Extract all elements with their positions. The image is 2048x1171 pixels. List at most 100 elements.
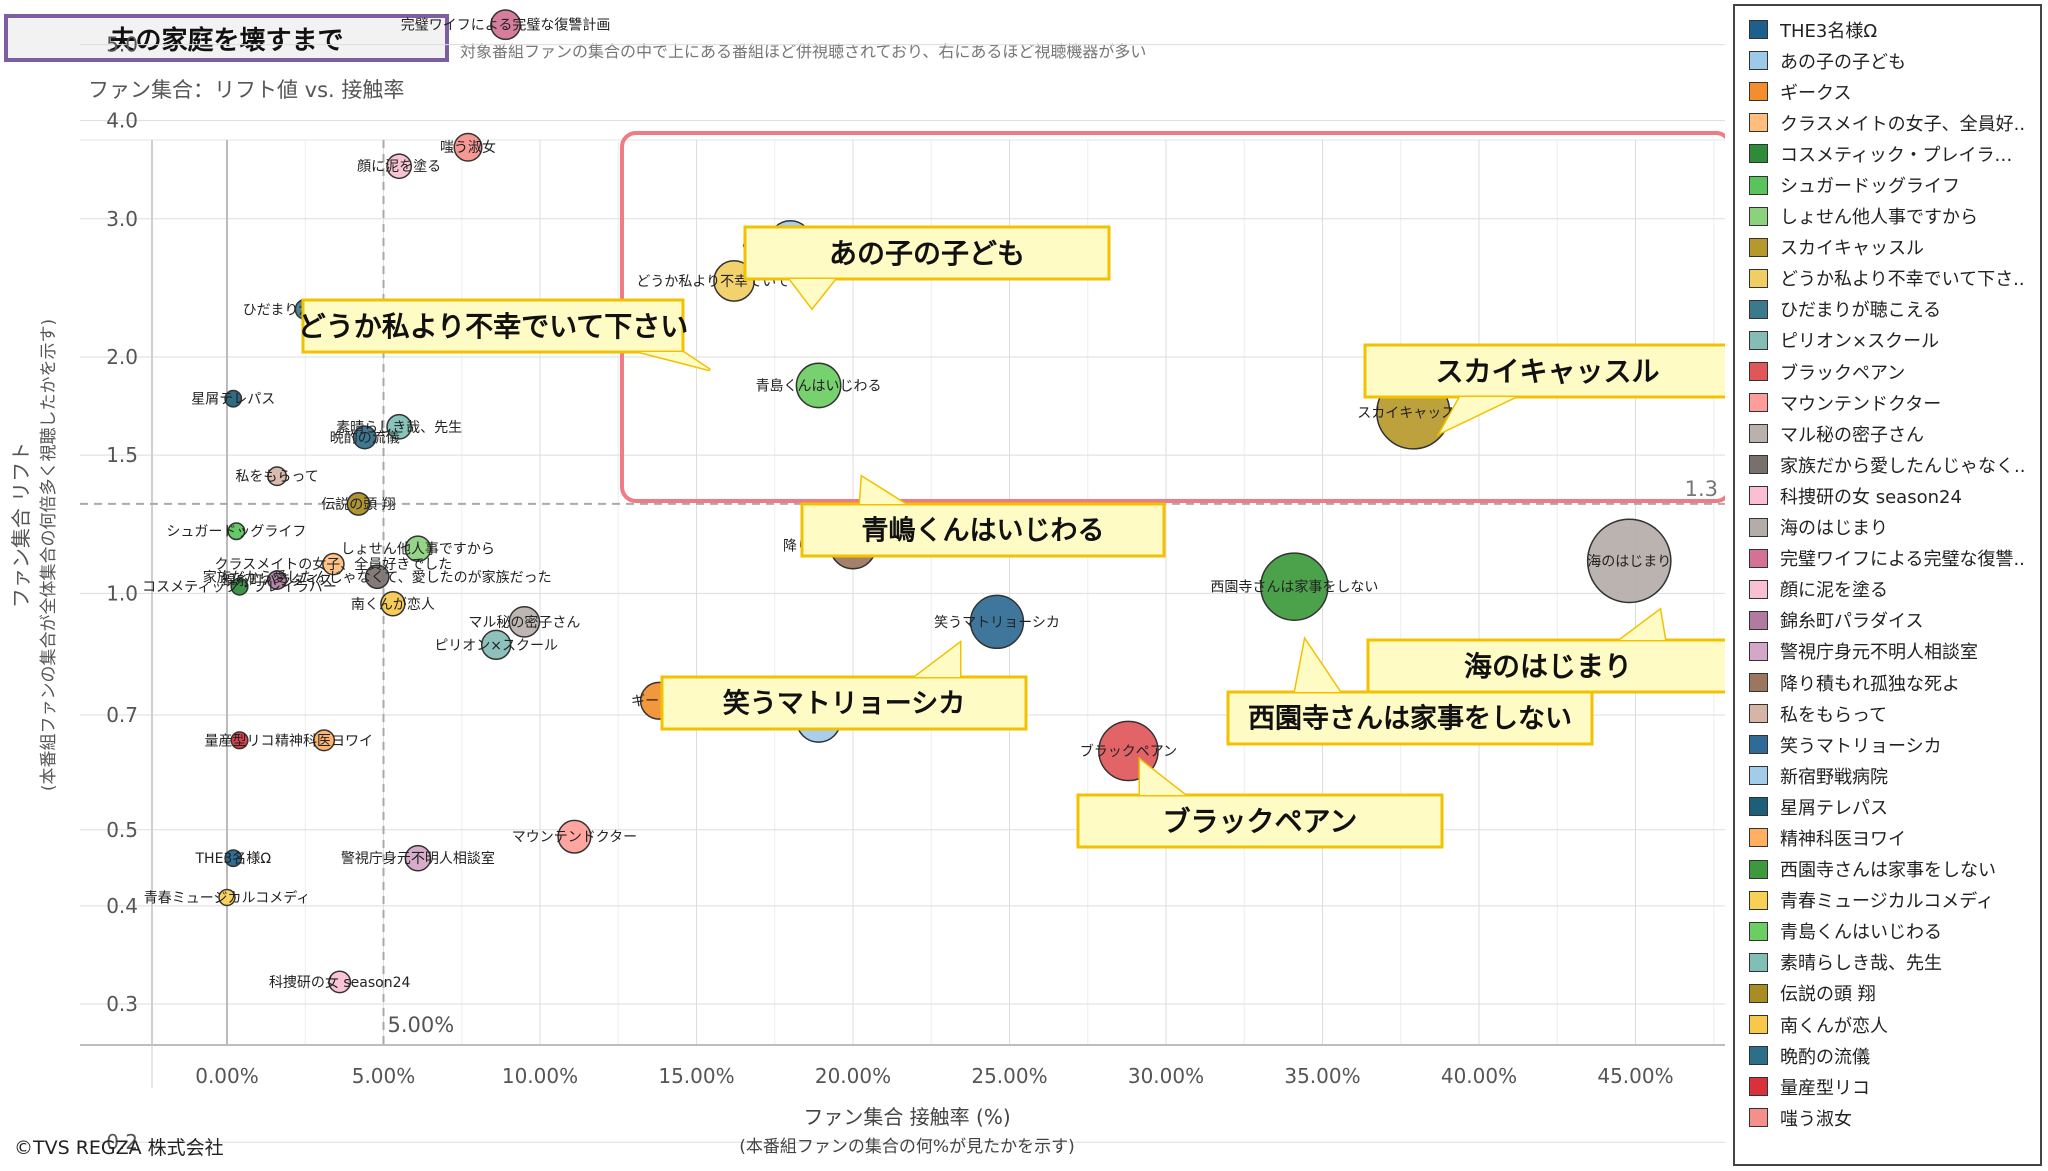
data-point xyxy=(230,731,249,750)
legend-item[interactable]: 星屑テレパス xyxy=(1735,791,2040,822)
y-tick-label: 1.0 xyxy=(106,581,138,605)
data-point-label: THE3名様Ω xyxy=(194,851,271,867)
legend-item[interactable]: クラスメイトの女子、全員好.. xyxy=(1735,107,2040,138)
legend-item[interactable]: 青春ミュージカルコメディ xyxy=(1735,885,2040,916)
x-tick-label: 5.00% xyxy=(352,1064,416,1088)
legend-item[interactable]: 新宿野戦病院 xyxy=(1735,760,2040,791)
data-point-label: 錦糸町パラダイス xyxy=(221,572,333,589)
legend-item[interactable]: シュガードッグライフ xyxy=(1735,169,2040,200)
legend-label: 顔に泥を塗る xyxy=(1780,580,1888,602)
legend-item[interactable]: しょせん他人事ですから xyxy=(1735,201,2040,232)
legend-item[interactable]: マウンテンドクター xyxy=(1735,387,2040,418)
legend-label: 精神科医ヨワイ xyxy=(1780,828,1906,850)
legend-item[interactable]: 晩酌の流儀 xyxy=(1735,1040,2040,1071)
legend-label: 嗤う淑女 xyxy=(1780,1108,1852,1130)
data-point xyxy=(380,591,406,617)
legend-label: コスメティック・プレイラバー xyxy=(1780,144,2030,166)
callout-box xyxy=(301,298,685,354)
callout-tail-fill xyxy=(1140,760,1185,795)
report-subtitle: 対象番組ファンの集合の中で上にある番組ほど併視聴されており、右にあるほど視聴機器… xyxy=(460,42,1147,61)
data-point xyxy=(230,577,249,596)
legend-item[interactable]: マル秘の密子さん xyxy=(1735,418,2040,449)
data-point xyxy=(508,605,541,638)
reference-label-x: 5.00% xyxy=(388,1013,455,1037)
scatter-chart: 0.00% 5.00% 10.00% 15.00% 20.00% 25.00% 30.00%… xyxy=(9,9,1725,1157)
legend-swatch xyxy=(1749,206,1768,226)
legend-item[interactable]: スカイキャッスル xyxy=(1735,232,2040,263)
legend-item[interactable]: あの子の子ども xyxy=(1735,45,2040,76)
legend-item[interactable]: 海のはじまり xyxy=(1735,512,2040,543)
legend-item[interactable]: ひだまりが聴こえる xyxy=(1735,294,2040,325)
legend-item[interactable]: 警視庁身元不明人相談室 xyxy=(1735,636,2040,667)
legend-item[interactable]: THE3名様Ω xyxy=(1735,14,2040,45)
callout-label: 笑うマトリョーシカ xyxy=(723,688,965,720)
data-point xyxy=(224,389,243,408)
y-tick-label: 4.0 xyxy=(106,109,138,133)
legend-swatch xyxy=(1749,330,1768,350)
callout-tail-fill xyxy=(1295,640,1340,692)
data-point xyxy=(557,819,592,854)
data-point xyxy=(218,888,236,907)
legend-item[interactable]: 嗤う淑女 xyxy=(1735,1102,2040,1133)
legend-item[interactable]: ピリオン×スクール xyxy=(1735,325,2040,356)
report-title: 夫の家庭を壊すまで xyxy=(4,14,449,62)
legend-item[interactable]: 科捜研の女 season24 xyxy=(1735,480,2040,511)
callout-label: スカイキャッスル xyxy=(1435,355,1659,388)
data-point xyxy=(490,9,521,41)
legend-swatch xyxy=(1749,704,1768,724)
legend-label: ひだまりが聴こえる xyxy=(1780,300,1942,322)
legend-swatch xyxy=(1749,51,1768,71)
y-axis-sublabel: (本番組ファンの集合が全体集合の何倍多く視聴したかを示す) xyxy=(39,319,59,791)
legend-item[interactable]: 完璧ワイフによる完璧な復讐.. xyxy=(1735,543,2040,574)
data-point xyxy=(969,594,1025,650)
data-point-label: クラスメイトの女子、全員好きでした xyxy=(215,556,453,573)
data-point xyxy=(352,425,377,450)
legend-item[interactable]: 青島くんはいじわる xyxy=(1735,916,2040,947)
legend-label: 家族だから愛したんじゃなく.. xyxy=(1780,455,2026,477)
y-axis-label: ファン集合 リフト xyxy=(9,442,33,608)
legend-label: マル秘の密子さん xyxy=(1780,424,1924,446)
legend-swatch xyxy=(1749,983,1768,1003)
data-point-label: 素晴らしき哉、先生 xyxy=(336,420,462,436)
data-point xyxy=(386,153,413,180)
legend-item[interactable]: 南くんが恋人 xyxy=(1735,1009,2040,1040)
legend-item[interactable]: ブラックペアン xyxy=(1735,356,2040,387)
legend-item[interactable]: 私をもらって xyxy=(1735,698,2040,729)
legend-label: 量産型リコ xyxy=(1780,1077,1870,1099)
callout-box xyxy=(743,225,1111,281)
y-tick-label: 0.4 xyxy=(106,894,138,918)
legend-item[interactable]: ギークス xyxy=(1735,76,2040,107)
legend-swatch xyxy=(1749,268,1768,288)
legend-item[interactable]: 伝説の頭 翔 xyxy=(1735,978,2040,1009)
legend-swatch xyxy=(1749,673,1768,693)
legend-item[interactable]: 笑うマトリョーシカ xyxy=(1735,729,2040,760)
legend-item[interactable]: 量産型リコ xyxy=(1735,1071,2040,1102)
callout-label: どうか私より不幸でいて下さい xyxy=(298,310,689,343)
legend-swatch xyxy=(1749,735,1768,755)
legend-item[interactable]: コスメティック・プレイラバー xyxy=(1735,138,2040,169)
legend-swatch xyxy=(1749,766,1768,786)
callout-box xyxy=(1363,343,1725,399)
legend-swatch xyxy=(1749,517,1768,537)
legend-item[interactable]: 錦糸町パラダイス xyxy=(1735,605,2040,636)
legend-swatch xyxy=(1749,113,1768,133)
callout-label: あの子の子ども xyxy=(829,237,1025,270)
data-point-label: 家族だから愛したんじゃなくて、愛したのが家族だった xyxy=(203,569,552,586)
legend-list: THE3名様Ω あの子の子ども ギークス クラスメイトの女子、全員好.. コスメティック… xyxy=(1735,14,2040,1133)
data-point xyxy=(404,535,432,563)
legend-item[interactable]: 家族だから愛したんじゃなく.. xyxy=(1735,449,2040,480)
data-point xyxy=(322,552,345,576)
legend-item[interactable]: どうか私より不幸でいて下さ.. xyxy=(1735,263,2040,294)
y-tick-label: 3.0 xyxy=(106,207,138,231)
data-point-label: マウンテンドクター xyxy=(512,830,637,846)
legend-label: しょせん他人事ですから xyxy=(1780,207,1978,229)
legend-item[interactable]: 素晴らしき哉、先生 xyxy=(1735,947,2040,978)
legend-label: 素晴らしき哉、先生 xyxy=(1780,953,1942,975)
legend-item[interactable]: 西園寺さんは家事をしない xyxy=(1735,854,2040,885)
legend-item[interactable]: 精神科医ヨワイ xyxy=(1735,822,2040,853)
legend-label: 伝説の頭 翔 xyxy=(1780,984,1876,1006)
copyright: ©TVS REGZA 株式会社 xyxy=(14,1137,224,1159)
legend-item[interactable]: 降り積もれ孤独な死よ xyxy=(1735,667,2040,698)
data-point-label: しょせん他人事ですから xyxy=(341,542,495,558)
legend-item[interactable]: 顔に泥を塗る xyxy=(1735,574,2040,605)
